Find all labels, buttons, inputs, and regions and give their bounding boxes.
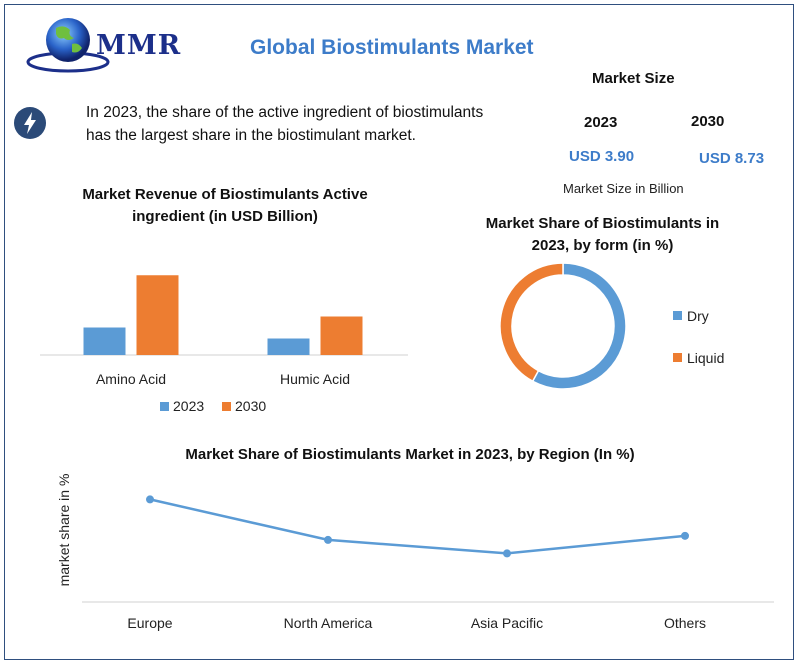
donut-legend-label-dry: Dry (687, 308, 709, 324)
donut-chart-title: Market Share of Biostimulants in 2023, b… (455, 213, 750, 257)
infographic-frame (4, 4, 794, 660)
page-title: Global Biostimulants Market (250, 36, 534, 59)
line-category-label-asia-pacific: Asia Pacific (471, 615, 543, 631)
donut-slice-dry (531, 262, 627, 390)
line-category-label-others: Others (664, 615, 706, 631)
bar-legend-label-2023: 2023 (173, 398, 204, 414)
bar-category-label-humic-acid: Humic Acid (280, 371, 350, 387)
market-size-note: Market Size in Billion (563, 181, 684, 196)
line-point-north-america (324, 535, 332, 544)
line-chart-y-axis-label: market share in % (56, 474, 72, 587)
bar-humic-acid-2030 (320, 316, 363, 355)
line-category-label-europe: Europe (127, 615, 172, 631)
donut-legend-swatch-liquid (673, 353, 682, 362)
globe-icon (26, 18, 110, 73)
bar-chart-title-line-1: Market Revenue of Biostimulants Active (82, 186, 368, 203)
line-chart-title: Market Share of Biostimulants Market in … (185, 446, 635, 463)
bar-humic-acid-2023 (267, 338, 310, 355)
market-size-year-2023: 2023 (584, 114, 618, 131)
market-size-title: Market Size (592, 70, 675, 87)
line-category-label-north-america: North America (284, 615, 373, 631)
bar-legend-swatch-2023 (160, 402, 169, 411)
mmr-logo (26, 14, 176, 74)
bar-legend-swatch-2030 (222, 402, 231, 411)
bar-category-label-amino-acid: Amino Acid (96, 371, 166, 387)
bar-chart-title-line-2: ingredient (in USD Billion) (132, 208, 318, 225)
market-size-value-2030: USD 8.73 (699, 150, 765, 167)
bar-amino-acid-2023 (83, 327, 126, 355)
lightning-bolt-icon (14, 107, 46, 139)
bar-amino-acid-2030 (136, 275, 179, 355)
donut-legend-swatch-dry (673, 311, 682, 320)
market-size-year-2030: 2030 (691, 113, 725, 130)
donut-chart-title-line-2: 2023, by form (in %) (531, 237, 674, 254)
line-point-europe (146, 495, 154, 504)
line-point-asia-pacific (503, 549, 511, 558)
brand-name: MMR (96, 30, 182, 61)
highlight-line-2: has the largest share in the biostimulan… (86, 127, 416, 144)
bar-legend-label-2030: 2030 (235, 398, 266, 414)
donut-slice-liquid (499, 262, 564, 383)
highlight-line-1: In 2023, the share of the active ingredi… (86, 104, 484, 121)
line-series-path (149, 498, 686, 555)
market-size-value-2023: USD 3.90 (569, 148, 635, 165)
bar-chart-title: Market Revenue of Biostimulants Active i… (40, 184, 410, 228)
line-point-others (681, 531, 689, 540)
donut-chart-title-line-1: Market Share of Biostimulants in (485, 215, 720, 232)
highlight-text: In 2023, the share of the active ingredi… (86, 101, 546, 147)
donut-legend-label-liquid: Liquid (687, 350, 724, 366)
